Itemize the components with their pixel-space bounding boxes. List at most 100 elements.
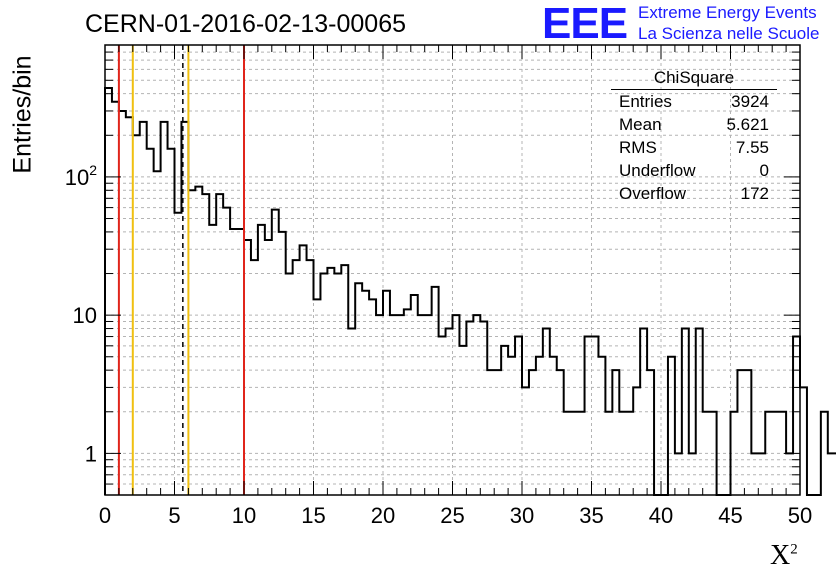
histogram-step-line bbox=[104, 86, 836, 496]
histogram-bin bbox=[800, 387, 807, 495]
histogram-bin bbox=[592, 337, 599, 495]
y-tick-label: 102 bbox=[65, 162, 97, 190]
histogram-bin bbox=[696, 329, 703, 495]
histogram-bin bbox=[605, 412, 612, 495]
histogram-bin bbox=[828, 453, 835, 495]
histogram-bin bbox=[209, 225, 216, 495]
histogram-bin bbox=[751, 453, 758, 495]
stats-row-entries: Entries 3924 bbox=[611, 92, 777, 115]
y-axis-label: Entries/bin bbox=[8, 55, 37, 174]
histogram-bin bbox=[397, 315, 404, 495]
histogram-bin bbox=[515, 337, 522, 495]
histogram-bin bbox=[348, 329, 355, 495]
histogram-bin bbox=[612, 370, 619, 495]
histogram-bin bbox=[508, 357, 515, 495]
histogram-bin bbox=[237, 229, 244, 495]
histogram-bin bbox=[487, 370, 494, 495]
histogram-bin bbox=[626, 412, 633, 495]
histogram-bin bbox=[737, 370, 744, 495]
histogram-bin bbox=[300, 245, 307, 495]
eee-logo: EEE bbox=[542, 0, 628, 48]
histogram-bin bbox=[293, 260, 300, 495]
stats-box: ChiSquare Entries 3924 Mean 5.621 RMS 7.55 … bbox=[611, 68, 777, 207]
histogram-bin bbox=[598, 357, 605, 495]
stats-label: Overflow bbox=[619, 184, 687, 203]
histogram-bin bbox=[821, 412, 828, 495]
stats-label: Entries bbox=[619, 92, 672, 111]
stats-label: RMS bbox=[619, 138, 657, 157]
x-tick-label: 25 bbox=[440, 503, 464, 528]
histogram-bin bbox=[161, 122, 168, 495]
stats-row-underflow: Underflow 0 bbox=[611, 161, 777, 184]
histogram-bin bbox=[168, 149, 175, 495]
histogram-bin bbox=[731, 412, 738, 495]
histogram-bin bbox=[188, 190, 195, 495]
histogram-bin bbox=[550, 357, 557, 495]
histogram-bin bbox=[619, 412, 626, 495]
logo-tagline-2: La Scienza nelle Scuole bbox=[638, 24, 820, 43]
x-tick-label: 20 bbox=[371, 503, 395, 528]
histogram-bin bbox=[689, 453, 696, 495]
histogram-bin bbox=[258, 225, 265, 495]
x-tick-label: 40 bbox=[649, 503, 673, 528]
histogram-bin bbox=[633, 387, 640, 495]
reference-lines bbox=[117, 45, 245, 495]
x-axis-label: X2 bbox=[770, 540, 798, 571]
histogram-bin bbox=[327, 268, 334, 495]
histogram-bin bbox=[334, 274, 341, 495]
histogram-bin bbox=[105, 88, 112, 495]
histogram-bin bbox=[390, 315, 397, 495]
histogram-bin bbox=[133, 135, 140, 495]
stats-value: 0 bbox=[759, 161, 769, 180]
histogram-bin bbox=[772, 412, 779, 495]
histogram-bin bbox=[446, 329, 453, 495]
histogram-bin bbox=[175, 213, 182, 495]
axis-ticks bbox=[104, 44, 801, 496]
histogram-bin bbox=[112, 102, 119, 495]
x-tick-label: 45 bbox=[718, 503, 742, 528]
histogram-bin bbox=[529, 370, 536, 495]
histogram-bin bbox=[758, 453, 765, 495]
histogram-bin bbox=[376, 315, 383, 495]
stats-value: 172 bbox=[740, 184, 769, 203]
histogram-bin bbox=[682, 329, 689, 495]
x-tick-label: 30 bbox=[510, 503, 534, 528]
histogram-bin bbox=[383, 291, 390, 495]
histogram-bin bbox=[647, 370, 654, 495]
histogram-bin bbox=[703, 412, 710, 495]
histogram-bin bbox=[307, 260, 314, 495]
histogram-bin bbox=[362, 291, 369, 495]
histogram-bin bbox=[439, 337, 446, 495]
histogram-bin bbox=[543, 329, 550, 495]
histogram-bin bbox=[195, 187, 202, 495]
stats-label: Mean bbox=[619, 115, 662, 134]
histogram-bin bbox=[369, 299, 376, 495]
x-tick-label: 15 bbox=[301, 503, 325, 528]
histogram-bin bbox=[404, 309, 411, 495]
stats-value: 5.621 bbox=[726, 115, 769, 134]
histogram-bin bbox=[453, 315, 460, 495]
histogram-series bbox=[104, 86, 836, 496]
x-tick-label: 35 bbox=[579, 503, 603, 528]
stats-row-mean: Mean 5.621 bbox=[611, 115, 777, 138]
histogram-bin bbox=[314, 299, 321, 495]
histogram-bin bbox=[140, 122, 147, 495]
stats-title: ChiSquare bbox=[611, 68, 777, 90]
y-tick-label: 1 bbox=[85, 441, 97, 466]
stats-value: 7.55 bbox=[735, 138, 769, 157]
histogram-bin bbox=[564, 412, 571, 495]
stats-row-rms: RMS 7.55 bbox=[611, 138, 777, 161]
histogram-bin bbox=[432, 287, 439, 495]
x-tick-label: 5 bbox=[168, 503, 180, 528]
histogram-bin bbox=[585, 337, 592, 495]
x-tick-label: 50 bbox=[788, 503, 812, 528]
histogram-bin bbox=[640, 329, 647, 495]
histogram-bin bbox=[320, 274, 327, 495]
x-tick-label: 10 bbox=[232, 503, 256, 528]
histogram-bin bbox=[480, 321, 487, 495]
histogram-bin bbox=[710, 412, 717, 495]
grid bbox=[105, 44, 800, 496]
histogram-bin bbox=[418, 315, 425, 495]
histogram-bin bbox=[202, 194, 209, 495]
